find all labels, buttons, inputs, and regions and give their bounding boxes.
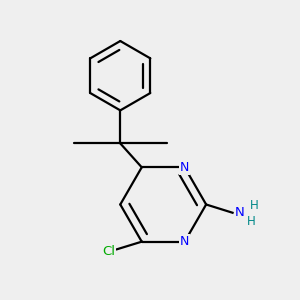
Text: N: N xyxy=(180,235,189,248)
Text: Cl: Cl xyxy=(102,245,115,258)
Text: N: N xyxy=(234,206,244,219)
Text: H: H xyxy=(250,199,258,212)
Text: H: H xyxy=(247,215,256,228)
Text: N: N xyxy=(180,161,189,174)
